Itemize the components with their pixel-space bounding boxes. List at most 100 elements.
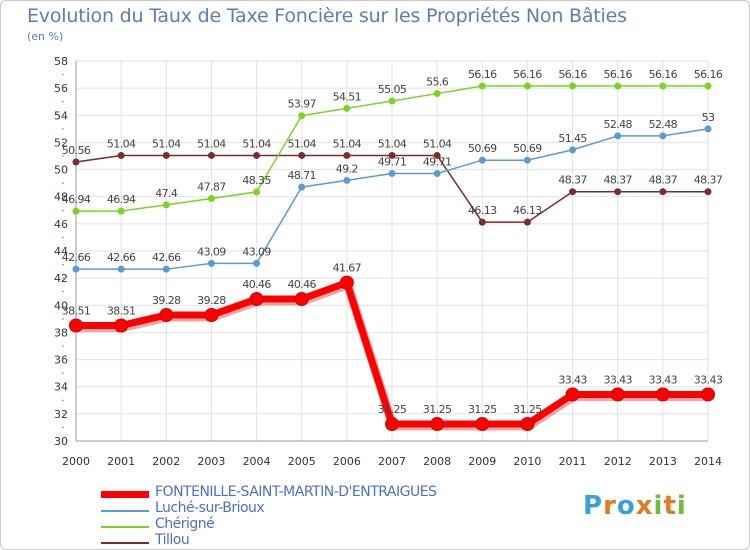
series <box>69 82 715 432</box>
data-label-tillou: 46.13 <box>513 204 542 217</box>
y-tick-label: 50 <box>54 164 68 177</box>
data-label-tillou: 48.37 <box>649 174 678 187</box>
data-point-fontenille <box>339 275 354 290</box>
data-point-fontenille <box>385 417 399 432</box>
data-label-cherigne: 47.87 <box>197 180 226 193</box>
x-tick-label: 2007 <box>378 455 406 468</box>
data-point-tillou <box>253 151 261 159</box>
data-label-luche: 51.45 <box>558 132 587 145</box>
data-point-cherigne <box>659 82 667 90</box>
data-point-fontenille <box>655 387 670 402</box>
data-point-fontenille <box>610 387 625 402</box>
legend-label-luche: Luché-sur-Brioux <box>155 500 265 516</box>
x-tick-label: 2000 <box>62 455 90 468</box>
y-tick-label: 42 <box>54 272 68 285</box>
x-tick-label: 2002 <box>152 455 180 468</box>
data-label-fontenille: 31.25 <box>378 403 407 416</box>
data-point-cherigne <box>704 82 712 90</box>
data-point-tillou <box>162 151 170 159</box>
y-tick-label: 44 <box>54 245 68 258</box>
data-point-luche <box>704 125 712 133</box>
data-point-cherigne <box>298 112 306 120</box>
data-label-luche: 53 <box>702 111 715 124</box>
data-label-luche: 52.48 <box>649 118 678 131</box>
data-point-tillou <box>117 151 125 159</box>
data-label-cherigne: 56.16 <box>694 68 723 81</box>
data-label-tillou: 50.56 <box>62 144 91 157</box>
y-tick-label: 54 <box>54 109 68 122</box>
data-label-luche: 43.09 <box>242 245 271 258</box>
data-point-cherigne <box>117 207 125 215</box>
data-point-cherigne <box>162 201 170 209</box>
data-point-luche <box>343 176 351 184</box>
data-label-cherigne: 46.94 <box>62 193 91 206</box>
data-label-fontenille: 31.25 <box>423 403 452 416</box>
data-point-fontenille <box>69 318 83 333</box>
data-label-luche: 42.66 <box>62 251 91 264</box>
data-label-cherigne: 56.16 <box>513 68 542 81</box>
data-label-luche: 50.69 <box>468 142 497 155</box>
data-label-cherigne: 56.16 <box>603 68 632 81</box>
data-point-cherigne <box>253 188 261 196</box>
data-label-fontenille: 38.51 <box>107 305 136 318</box>
data-label-tillou: 48.37 <box>694 174 723 187</box>
data-point-luche <box>117 265 125 273</box>
data-point-fontenille <box>294 292 309 307</box>
legend-swatch-fontenille <box>101 491 149 498</box>
data-label-luche: 42.66 <box>107 251 136 264</box>
data-point-luche <box>388 170 396 178</box>
x-tick-label: 2004 <box>243 455 271 468</box>
data-point-cherigne <box>523 82 531 90</box>
data-label-fontenille: 39.28 <box>152 294 181 307</box>
data-label-luche: 50.69 <box>513 142 542 155</box>
data-point-luche <box>207 259 215 267</box>
data-point-fontenille <box>520 417 535 432</box>
data-point-tillou <box>72 158 80 166</box>
data-point-cherigne <box>478 82 486 90</box>
data-point-luche <box>659 132 667 140</box>
data-label-tillou: 46.13 <box>468 204 497 217</box>
data-point-tillou <box>388 151 396 159</box>
data-label-cherigne: 55.6 <box>426 76 449 89</box>
data-label-fontenille: 40.46 <box>242 278 271 291</box>
data-label-luche: 49.2 <box>336 162 358 175</box>
data-label-luche: 49.71 <box>378 156 407 169</box>
data-label-fontenille: 33.43 <box>603 373 632 386</box>
data-label-fontenille: 33.43 <box>694 373 723 386</box>
data-label-luche: 42.66 <box>152 251 181 264</box>
y-tick-label: 56 <box>54 82 68 95</box>
x-tick-label: 2014 <box>694 455 722 468</box>
data-label-tillou: 51.04 <box>287 137 316 150</box>
data-label-luche: 43.09 <box>197 245 226 258</box>
data-point-luche <box>72 265 80 273</box>
data-label-luche: 48.71 <box>287 169 316 182</box>
data-point-luche <box>614 132 622 140</box>
data-point-tillou <box>343 151 351 159</box>
data-label-fontenille: 33.43 <box>558 373 587 386</box>
data-point-cherigne <box>569 82 577 90</box>
y-tick-label: 30 <box>54 435 68 448</box>
data-label-luche: 49.71 <box>423 156 452 169</box>
data-point-luche <box>253 259 261 267</box>
data-label-cherigne: 56.16 <box>468 68 497 81</box>
x-tick-label: 2008 <box>423 455 451 468</box>
x-tick-label: 2011 <box>559 455 587 468</box>
data-label-fontenille: 39.28 <box>197 294 226 307</box>
data-point-tillou <box>569 188 577 196</box>
x-tick-label: 2001 <box>107 455 135 468</box>
x-tick-label: 2009 <box>468 455 496 468</box>
data-point-fontenille <box>701 387 715 402</box>
data-label-cherigne: 53.97 <box>287 98 316 111</box>
data-point-tillou <box>523 218 531 226</box>
data-point-luche <box>162 265 170 273</box>
y-tick-label: 38 <box>54 326 68 339</box>
data-point-tillou <box>704 188 712 196</box>
x-tick-label: 2005 <box>288 455 316 468</box>
data-point-tillou <box>298 151 306 159</box>
data-point-fontenille <box>114 318 129 333</box>
data-point-cherigne <box>388 97 396 105</box>
data-label-tillou: 51.04 <box>242 137 271 150</box>
legend-swatch-cherigne <box>101 526 149 528</box>
data-label-cherigne: 47.4 <box>155 187 178 200</box>
chart-title: Evolution du Taux de Taxe Foncière sur l… <box>27 5 627 27</box>
